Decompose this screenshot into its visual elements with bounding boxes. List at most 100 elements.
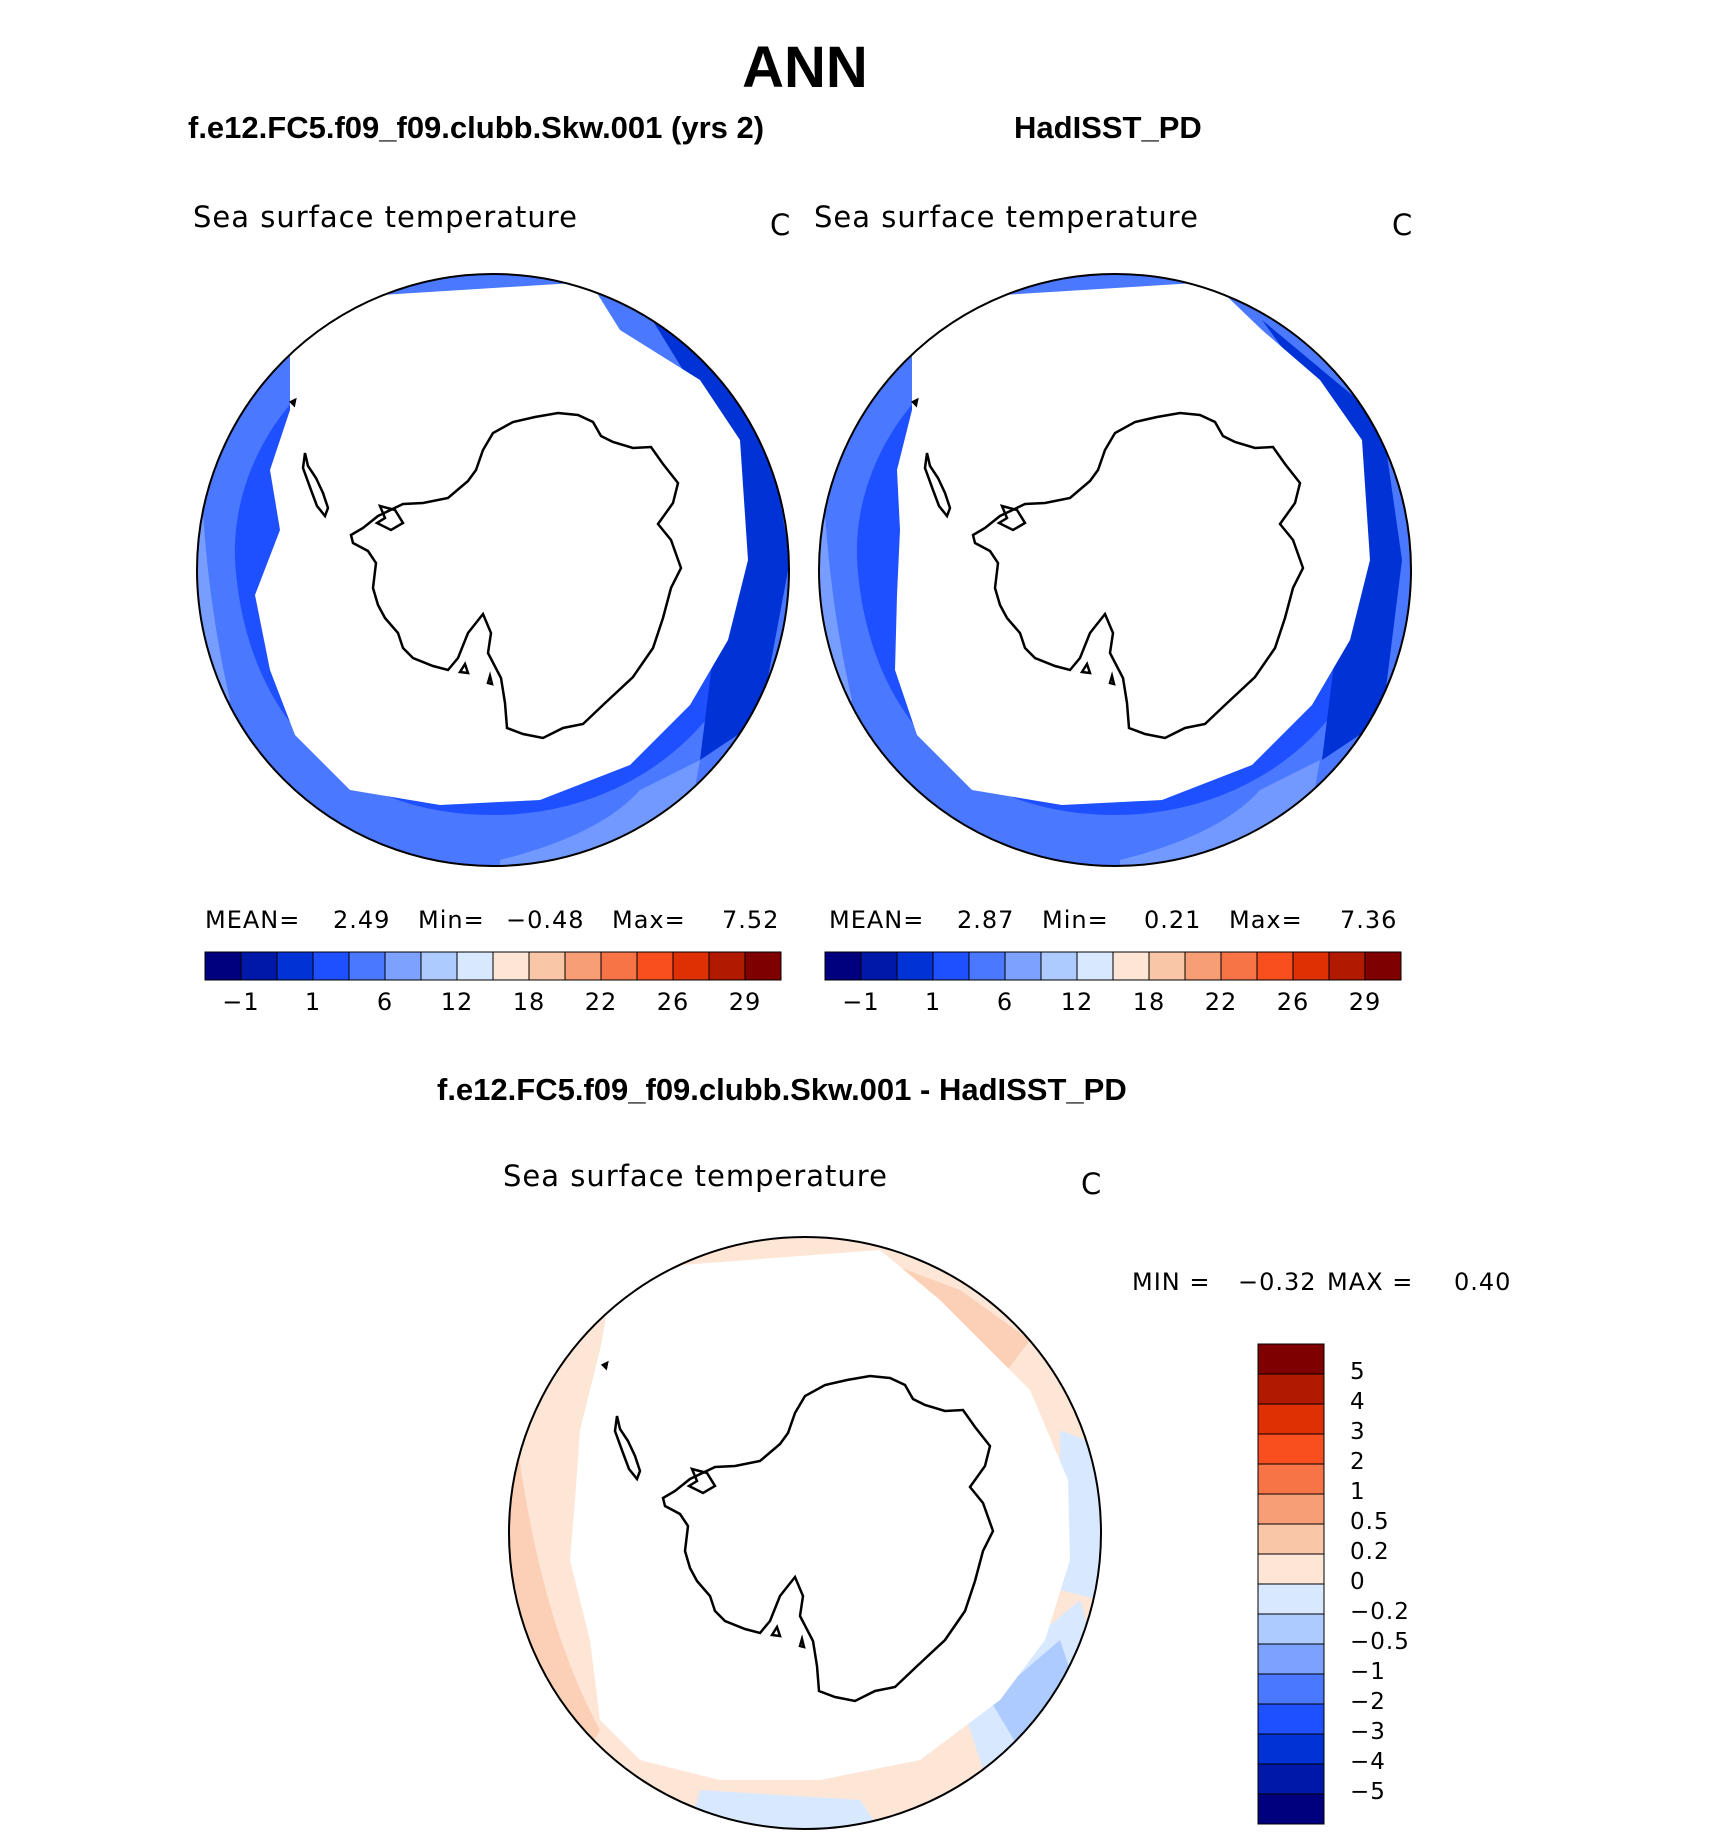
obs-sst-map-colorbar-swatch: [932, 951, 970, 981]
obs-map: [818, 273, 1412, 867]
diff-sst-map-colorbar-swatch: [1257, 1433, 1325, 1465]
model-sst-map-colorbar-tick: −1: [222, 988, 260, 1016]
obs-sst-map-colorbar-swatch: [1004, 951, 1042, 981]
model-sst-map-colorbar-swatch: [708, 951, 746, 981]
model-sst-map-colorbar-tick: 6: [376, 988, 394, 1016]
model-units-label: C: [770, 208, 792, 242]
model-sst-map-colorbar-swatch: [744, 951, 782, 981]
obs-min-value: 0.21: [1144, 906, 1202, 934]
obs-sst-map-colorbar-swatch: [896, 951, 934, 981]
obs-sst-map-colorbar-swatch: [1364, 951, 1402, 981]
obs-sst-map-colorbar-swatch: [1328, 951, 1366, 981]
model-map: [196, 273, 790, 867]
diff-min-label: MIN =: [1132, 1268, 1211, 1296]
obs-sst-map-colorbar-swatch: [1112, 951, 1150, 981]
diff-sst-map-colorbar-tick: −3: [1350, 1719, 1386, 1745]
diff-sst-map-colorbar-swatch: [1257, 1553, 1325, 1585]
diff-sst-map-colorbar-tick: 2: [1350, 1449, 1366, 1475]
diff-sst-map-colorbar-tick: 5: [1350, 1359, 1366, 1385]
obs-sst-map-colorbar-swatch: [1148, 951, 1186, 981]
diff-sst-map-colorbar-tick: −5: [1350, 1779, 1386, 1805]
model-sst-map-colorbar-swatch: [348, 951, 386, 981]
model-sst-map-colorbar-tick: 1: [304, 988, 322, 1016]
diff-sst-map-colorbar-tick: −0.2: [1350, 1599, 1410, 1625]
diff-sst-map-colorbar-swatch: [1257, 1583, 1325, 1615]
diff-sst-map-colorbar-swatch: [1257, 1343, 1325, 1375]
diff-sst-map-colorbar-tick: −0.5: [1350, 1629, 1410, 1655]
diff-sst-map-colorbar-swatch: [1257, 1373, 1325, 1405]
model-min-label: Min=: [418, 906, 485, 934]
diff-sst-map-colorbar-swatch: [1257, 1673, 1325, 1705]
model-min-value: −0.48: [506, 906, 585, 934]
model-sst-map-colorbar-tick: 12: [440, 988, 474, 1016]
diff-min-value: −0.32: [1238, 1268, 1317, 1296]
obs-sst-map-colorbar-swatch: [1040, 951, 1078, 981]
obs-mean-value: 2.87: [957, 906, 1015, 934]
diff-sst-map-colorbar-swatch: [1257, 1643, 1325, 1675]
diff-variable-label: Sea surface temperature: [503, 1159, 888, 1193]
diff-sst-map-colorbar-tick: 0: [1350, 1569, 1366, 1595]
diff-sst-map-colorbar-tick: −2: [1350, 1689, 1386, 1715]
obs-sst-map-colorbar-swatch: [1220, 951, 1258, 981]
diff-sst-map-colorbar-tick: 0.2: [1350, 1539, 1390, 1565]
obs-max-value: 7.36: [1340, 906, 1398, 934]
obs-sst-map-colorbar-tick: 6: [996, 988, 1014, 1016]
obs-sst-map-colorbar-swatch: [1256, 951, 1294, 981]
obs-case-title: HadISST_PD: [1014, 110, 1202, 145]
obs-sst-map-colorbar-swatch: [968, 951, 1006, 981]
obs-sst-map-colorbar-tick: 22: [1204, 988, 1238, 1016]
model-max-value: 7.52: [722, 906, 780, 934]
diff-sst-map-colorbar-swatch: [1257, 1463, 1325, 1495]
model-sst-map-colorbar-swatch: [276, 951, 314, 981]
diff-sst-map-colorbar-swatch: [1257, 1703, 1325, 1735]
obs-variable-label: Sea surface temperature: [814, 200, 1199, 234]
obs-units-label: C: [1392, 208, 1414, 242]
obs-sst-map-colorbar-swatch: [824, 951, 862, 981]
obs-sst-map-colorbar-tick: 18: [1132, 988, 1166, 1016]
diff-max-label: MAX =: [1327, 1268, 1414, 1296]
obs-sst-map-colorbar-tick: 26: [1276, 988, 1310, 1016]
diff-sst-map-colorbar-tick: 3: [1350, 1419, 1366, 1445]
model-sst-map-colorbar-swatch: [672, 951, 710, 981]
model-sst-map-colorbar-swatch: [312, 951, 350, 981]
obs-mean-label: MEAN=: [829, 906, 925, 934]
diff-max-value: 0.40: [1454, 1268, 1512, 1296]
model-sst-map-colorbar-swatch: [456, 951, 494, 981]
diff-sst-map-colorbar-tick: 1: [1350, 1479, 1366, 1505]
model-sst-map-colorbar-tick: 29: [728, 988, 762, 1016]
model-sst-map-colorbar-swatch: [420, 951, 458, 981]
model-sst-map-colorbar-swatch: [240, 951, 278, 981]
diff-sst-map-colorbar-swatch: [1257, 1613, 1325, 1645]
obs-sst-map-colorbar-swatch: [1184, 951, 1222, 981]
obs-sst-map-colorbar-tick: 29: [1348, 988, 1382, 1016]
model-sst-map-colorbar-swatch: [600, 951, 638, 981]
model-sst-map-colorbar-tick: 22: [584, 988, 618, 1016]
diff-sst-map-colorbar-tick: 4: [1350, 1389, 1366, 1415]
model-sst-map-colorbar-swatch: [492, 951, 530, 981]
diff-sst-map-colorbar-swatch: [1257, 1793, 1325, 1825]
diff-sst-map-colorbar-tick: −1: [1350, 1659, 1386, 1685]
diff-sst-map-colorbar-swatch: [1257, 1523, 1325, 1555]
diff-map: [508, 1236, 1102, 1830]
diff-sst-map-colorbar-swatch: [1257, 1403, 1325, 1435]
obs-sst-map-colorbar-tick: 1: [924, 988, 942, 1016]
model-sst-map-colorbar-swatch: [564, 951, 602, 981]
model-sst-map-colorbar-swatch: [384, 951, 422, 981]
model-mean-label: MEAN=: [205, 906, 301, 934]
model-max-label: Max=: [612, 906, 686, 934]
obs-sst-map-colorbar-swatch: [860, 951, 898, 981]
obs-sst-map-colorbar-tick: 12: [1060, 988, 1094, 1016]
diff-sst-map-colorbar-swatch: [1257, 1763, 1325, 1795]
diff-units-label: C: [1081, 1167, 1103, 1201]
diff-sst-map-colorbar-tick: 0.5: [1350, 1509, 1390, 1535]
obs-sst-map-colorbar-swatch: [1076, 951, 1114, 981]
model-mean-value: 2.49: [333, 906, 391, 934]
diff-sst-map-colorbar-tick: −4: [1350, 1749, 1386, 1775]
model-sst-map-colorbar-tick: 18: [512, 988, 546, 1016]
obs-max-label: Max=: [1229, 906, 1303, 934]
diff-case-title: f.e12.FC5.f09_f09.clubb.Skw.001 - HadISS…: [437, 1072, 1127, 1107]
model-sst-map-colorbar-swatch: [528, 951, 566, 981]
model-sst-map-colorbar-tick: 26: [656, 988, 690, 1016]
main-title: ANN: [742, 35, 868, 100]
